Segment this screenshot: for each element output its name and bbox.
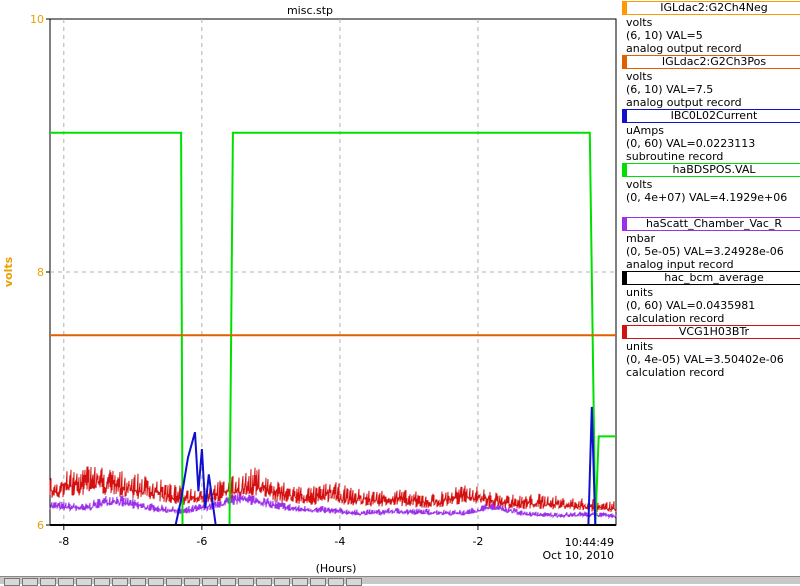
legend-entry[interactable]: IGLdac2:G2Ch4Neg volts (6, 10) VAL=5 analog…	[620, 0, 800, 55]
legend-entry[interactable]: haScatt_Chamber_Vac_R mbar (0, 5e-05) VAL=…	[620, 216, 800, 271]
y-tick-label: 6	[37, 519, 44, 532]
legend-unit: volts	[626, 16, 653, 29]
legend-series-name[interactable]: haBDSPOS.VAL	[622, 163, 800, 177]
toolbar-button[interactable]	[76, 578, 92, 586]
toolbar-button[interactable]	[220, 578, 236, 586]
legend-range: (6, 10) VAL=5	[626, 29, 703, 42]
legend-series-name[interactable]: hac_bcm_average	[622, 271, 800, 285]
x-tick-label: -8	[58, 535, 69, 548]
toolbar-button[interactable]	[58, 578, 74, 586]
legend-series-name[interactable]: VCG1H03BTr	[622, 325, 800, 339]
legend-entry[interactable]: IGLdac2:G2Ch3Pos volts (6, 10) VAL=7.5 anal…	[620, 54, 800, 109]
legend-series-name[interactable]: IGLdac2:G2Ch3Pos	[622, 55, 800, 69]
series-line-hascatt-chamber-vac-r	[49, 491, 617, 520]
legend-record: calculation record	[626, 312, 725, 325]
legend-entry[interactable]: IBC0L02Current uAmps (0, 60) VAL=0.0223113…	[620, 108, 800, 163]
legend-entry[interactable]: hac_bcm_average units (0, 60) VAL=0.043598…	[620, 270, 800, 325]
tick-layer: -8 -6 -4 -2 6 8 10	[30, 13, 483, 548]
x-end-time-label: 10:44:49	[565, 536, 614, 549]
series-line-habdspos-val	[50, 131, 616, 526]
legend-record: calculation record	[626, 366, 725, 379]
toolbar-button[interactable]	[4, 578, 20, 586]
toolbar-button[interactable]	[202, 578, 218, 586]
legend-range: (0, 4e-05) VAL=3.50402e-06	[626, 353, 784, 366]
legend-unit: volts	[626, 178, 653, 191]
toolbar-button[interactable]	[274, 578, 290, 586]
legend-entry[interactable]: haBDSPOS.VAL volts (0, 4e+07) VAL=4.1929e+…	[620, 162, 800, 216]
legend-unit: uAmps	[626, 124, 664, 137]
legend-entry[interactable]: VCG1H03BTr units (0, 4e-05) VAL=3.50402e-0…	[620, 324, 800, 379]
legend-range: (0, 60) VAL=0.0223113	[626, 137, 756, 150]
legend-range: (0, 60) VAL=0.0435981	[626, 299, 756, 312]
legend-unit: mbar	[626, 232, 655, 245]
legend-record: analog input record	[626, 258, 734, 271]
toolbar-button[interactable]	[112, 578, 128, 586]
series-layer	[49, 131, 617, 526]
grid-lines	[50, 19, 616, 525]
toolbar-button[interactable]	[256, 578, 272, 586]
legend-unit: units	[626, 286, 654, 299]
legend-record: analog output record	[626, 42, 742, 55]
legend-panel: IGLdac2:G2Ch4Neg volts (6, 10) VAL=5 analog…	[620, 0, 800, 379]
x-tick-label: -6	[196, 535, 207, 548]
toolbar-button[interactable]	[148, 578, 164, 586]
legend-record: analog output record	[626, 96, 742, 109]
legend-range: (0, 4e+07) VAL=4.1929e+06	[626, 191, 788, 204]
toolbar-button[interactable]	[94, 578, 110, 586]
toolbar-button[interactable]	[166, 578, 182, 586]
legend-unit: volts	[626, 70, 653, 83]
legend-range: (6, 10) VAL=7.5	[626, 83, 714, 96]
y-axis-label: volts	[2, 256, 15, 287]
legend-range: (0, 5e-05) VAL=3.24928e-06	[626, 245, 784, 258]
legend-record: subroutine record	[626, 150, 724, 163]
toolbar-button[interactable]	[40, 578, 56, 586]
legend-series-name[interactable]: haScatt_Chamber_Vac_R	[622, 217, 800, 231]
toolbar-button[interactable]	[22, 578, 38, 586]
series-line-ibc0l02current	[174, 406, 597, 526]
toolbar-button[interactable]	[328, 578, 344, 586]
x-axis-label: (Hours)	[316, 562, 357, 575]
toolbar-button[interactable]	[184, 578, 200, 586]
toolbar-button[interactable]	[346, 578, 362, 586]
series-line-vcg1h03btr	[49, 466, 617, 513]
legend-series-name[interactable]: IGLdac2:G2Ch4Neg	[622, 1, 800, 15]
y-tick-label: 8	[37, 266, 44, 279]
y-tick-label: 10	[30, 13, 44, 26]
toolbar-button[interactable]	[238, 578, 254, 586]
legend-series-name[interactable]: IBC0L02Current	[622, 109, 800, 123]
toolbar-button[interactable]	[130, 578, 146, 586]
legend-unit: units	[626, 340, 654, 353]
chart-title: misc.stp	[287, 4, 333, 17]
plot-area: misc.stp -8 -6 -4 -2 6 8 10 volts (Hours) 10:4…	[2, 4, 617, 575]
toolbar-button[interactable]	[292, 578, 308, 586]
x-end-date-label: Oct 10, 2010	[543, 549, 615, 562]
x-tick-label: -2	[472, 535, 483, 548]
toolbar-button[interactable]	[310, 578, 326, 586]
x-tick-label: -4	[334, 535, 345, 548]
